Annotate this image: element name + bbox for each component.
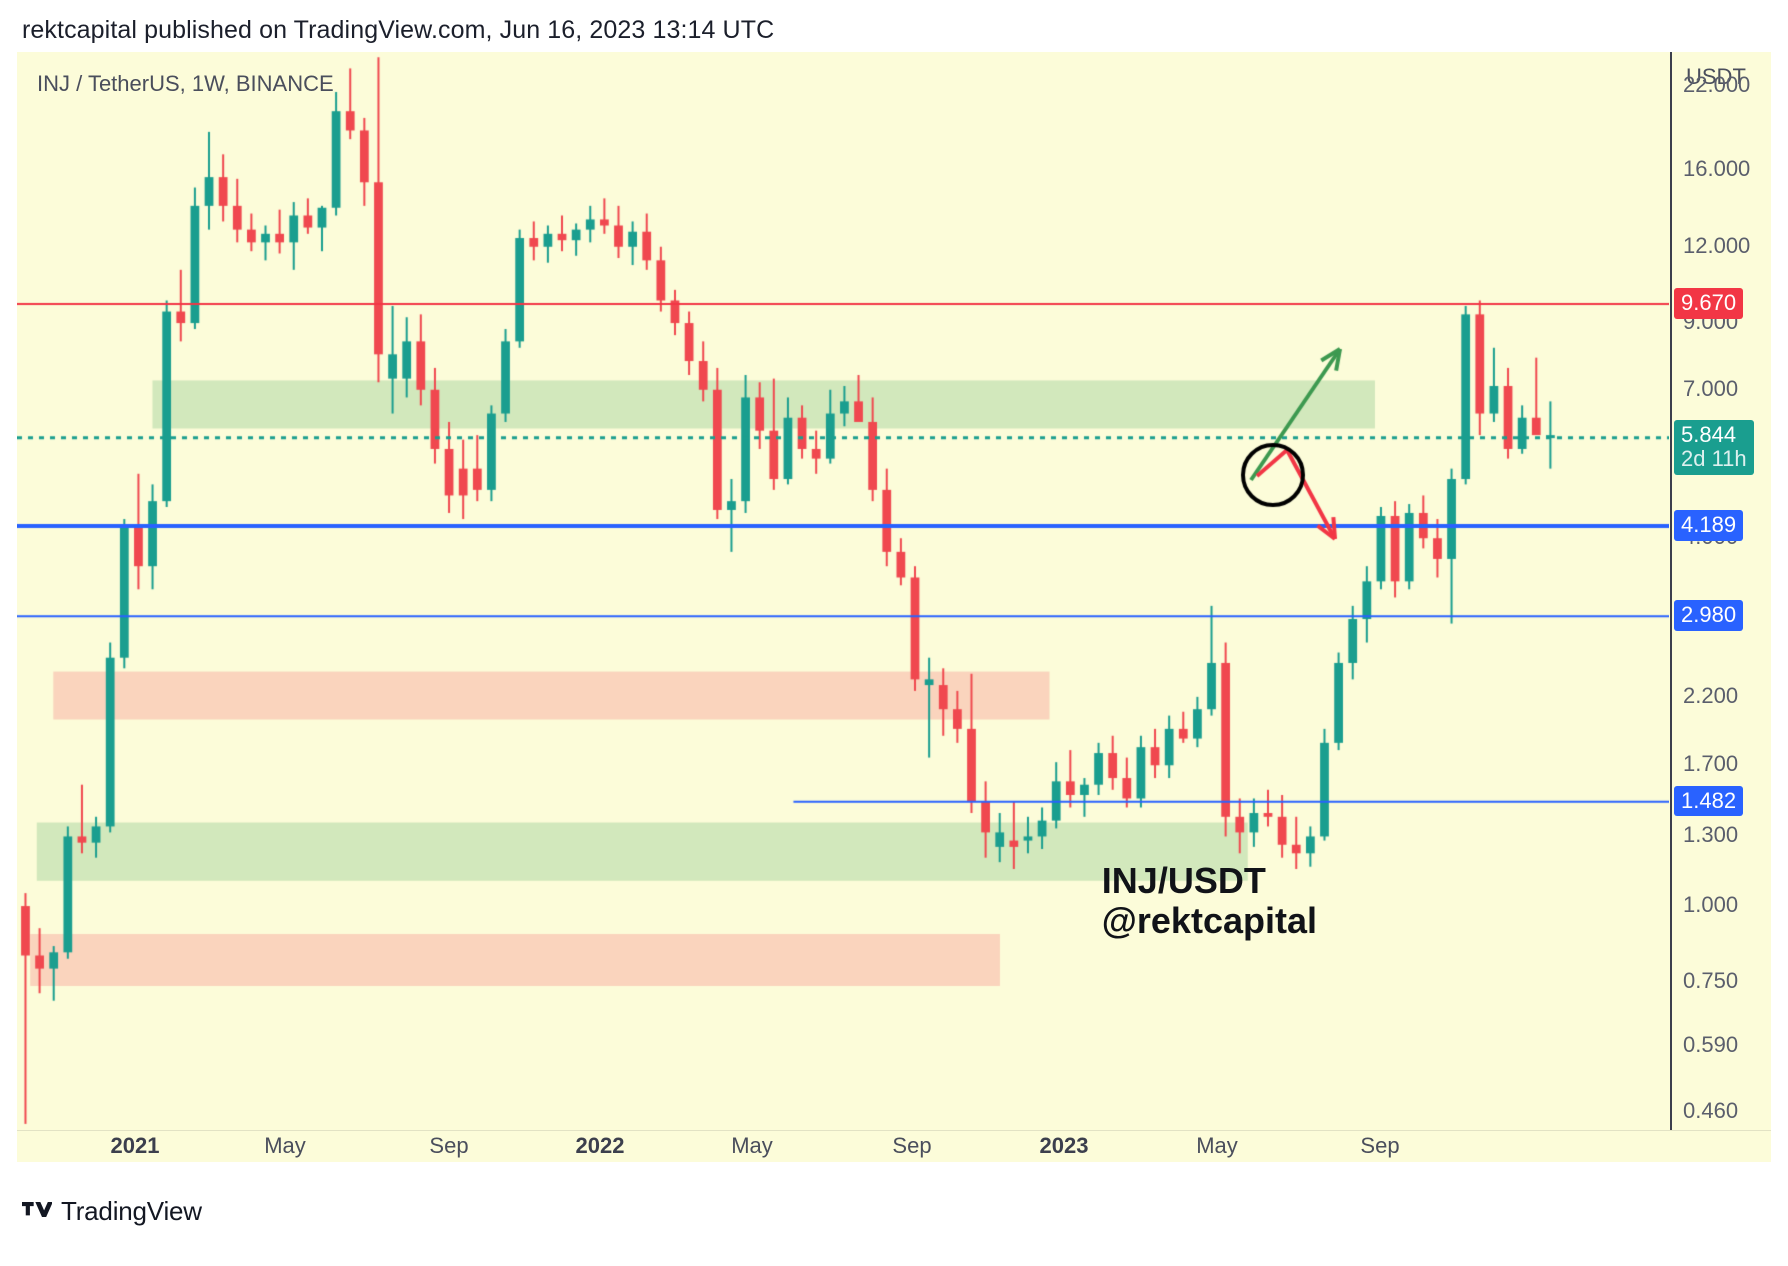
level-label-4189[interactable]: 4.189 — [1674, 509, 1744, 541]
current-price-label-value: 5.844 — [1681, 421, 1737, 447]
candlestick-canvas — [17, 52, 1669, 1130]
time-tick: May — [1196, 1133, 1238, 1158]
price-tick: 2.200 — [1683, 682, 1739, 708]
price-tick: 7.000 — [1683, 375, 1739, 401]
tradingview-logo: TradingView — [22, 1196, 202, 1227]
publication-byline: rektcapital published on TradingView.com… — [22, 16, 775, 44]
level-label-1482-value: 1.482 — [1681, 787, 1737, 813]
time-scale[interactable]: 2021 May Sep 2022 May Sep 2023 May Sep — [17, 1130, 1771, 1163]
current-price-label[interactable]: 5.844 2d 11h — [1674, 419, 1754, 475]
price-tick: 1.000 — [1683, 892, 1739, 918]
resistance-price-label-value: 9.670 — [1681, 290, 1737, 316]
time-tick: Sep — [1360, 1133, 1400, 1158]
time-tick: May — [264, 1133, 306, 1158]
level-label-2980-value: 2.980 — [1681, 602, 1737, 628]
price-tick: 1.300 — [1683, 822, 1739, 848]
countdown-label: 2d 11h — [1681, 446, 1747, 472]
price-scale-unit: USDT — [1686, 64, 1746, 89]
price-scale[interactable]: USDT 22.00016.00012.0009.0007.0004.0002.… — [1670, 52, 1773, 1130]
watermark-symbol: INJ/USDT — [1101, 859, 1266, 901]
time-tick: 2023 — [1039, 1133, 1089, 1158]
resistance-price-label[interactable]: 9.670 — [1674, 288, 1744, 319]
time-tick: 2021 — [110, 1133, 160, 1158]
price-tick: 1.700 — [1683, 751, 1739, 777]
price-tick: 0.750 — [1683, 968, 1739, 994]
price-tick: 22.000 — [1683, 71, 1751, 97]
tradingview-wordmark: TradingView — [61, 1196, 202, 1226]
price-tick: 0.460 — [1683, 1098, 1739, 1124]
tradingview-mark-icon — [22, 1201, 52, 1217]
time-tick: May — [731, 1133, 773, 1158]
time-tick: Sep — [892, 1133, 932, 1158]
level-label-2980[interactable]: 2.980 — [1674, 600, 1744, 631]
price-tick: 0.590 — [1683, 1032, 1739, 1058]
time-tick: 2022 — [575, 1133, 625, 1158]
level-label-1482[interactable]: 1.482 — [1674, 785, 1744, 817]
price-tick: 16.000 — [1683, 156, 1751, 182]
chart-plot-area[interactable]: INJ / TetherUS, 1W, BINANCE INJ/USDT @re… — [17, 52, 1669, 1130]
chart-legend: INJ / TetherUS, 1W, BINANCE — [37, 71, 334, 96]
chart-frame: INJ / TetherUS, 1W, BINANCE INJ/USDT @re… — [17, 52, 1771, 1162]
watermark: INJ/USDT @rektcapital — [1101, 859, 1317, 942]
watermark-handle: @rektcapital — [1101, 900, 1317, 942]
level-label-4189-value: 4.189 — [1681, 511, 1737, 537]
price-tick: 12.000 — [1683, 232, 1751, 258]
time-tick: Sep — [429, 1133, 469, 1158]
